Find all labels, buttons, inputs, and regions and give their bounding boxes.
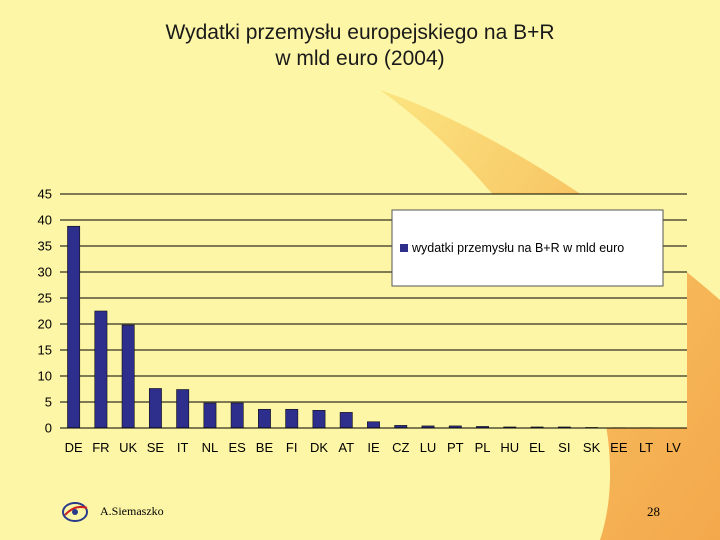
bar-fr bbox=[94, 310, 108, 429]
bar-dk bbox=[312, 410, 326, 429]
legend-label: wydatki przemysłu na B+R w mld euro bbox=[411, 241, 624, 255]
legend-box bbox=[391, 209, 664, 287]
x-tick-label: EL bbox=[529, 440, 545, 455]
x-tick-label: NL bbox=[202, 440, 219, 455]
x-tick-label: LT bbox=[639, 440, 653, 455]
legend: wydatki przemysłu na B+R w mld euro bbox=[391, 209, 664, 287]
title-line-1: Wydatki przemysłu europejskiego na B+R bbox=[165, 21, 555, 44]
y-tick-label: 0 bbox=[45, 421, 52, 436]
x-tick-label: AT bbox=[338, 440, 354, 455]
y-tick-label: 20 bbox=[38, 317, 52, 332]
y-tick-label: 45 bbox=[38, 187, 52, 202]
bar-de bbox=[67, 225, 81, 429]
x-tick-label: PL bbox=[475, 440, 491, 455]
bar-it bbox=[176, 389, 190, 429]
bar-se bbox=[148, 388, 162, 429]
y-tick-label: 35 bbox=[38, 239, 52, 254]
y-axis-ticks: 0 5 10 15 20 25 30 35 40 45 bbox=[38, 187, 52, 436]
x-tick-label: FR bbox=[92, 440, 109, 455]
bar-nl bbox=[203, 402, 217, 429]
x-tick-label: CZ bbox=[392, 440, 409, 455]
x-tick-label: IE bbox=[367, 440, 380, 455]
legend-swatch bbox=[400, 244, 408, 252]
footer-author: A.Siemaszko bbox=[100, 504, 164, 518]
x-tick-label: SE bbox=[147, 440, 165, 455]
bar-es bbox=[230, 402, 244, 429]
y-tick-label: 15 bbox=[38, 343, 52, 358]
x-tick-label: EE bbox=[610, 440, 628, 455]
x-tick-label: ES bbox=[229, 440, 247, 455]
x-tick-label: FI bbox=[286, 440, 298, 455]
x-tick-label: HU bbox=[500, 440, 519, 455]
x-tick-label: BE bbox=[256, 440, 274, 455]
x-tick-label: DE bbox=[65, 440, 83, 455]
x-axis-ticks: DE FR UK SE IT NL ES BE FI DK AT IE CZ LU PT PL HU EL SI SK… bbox=[65, 440, 682, 455]
page-number: 28 bbox=[647, 504, 660, 519]
logo-icon bbox=[62, 502, 88, 522]
x-tick-label: UK bbox=[119, 440, 137, 455]
y-tick-label: 30 bbox=[38, 265, 52, 280]
bar-uk bbox=[121, 324, 135, 429]
title-line-2: w mld euro (2004) bbox=[275, 47, 445, 70]
slide-title: Wydatki przemysłu europejskiego na B+R w… bbox=[0, 20, 720, 72]
bar-at bbox=[339, 412, 353, 429]
x-tick-label: LU bbox=[420, 440, 437, 455]
x-tick-label: LV bbox=[666, 440, 681, 455]
y-tick-label: 25 bbox=[38, 291, 52, 306]
x-tick-label: IT bbox=[177, 440, 189, 455]
x-tick-label: PT bbox=[447, 440, 464, 455]
y-tick-label: 10 bbox=[38, 369, 52, 384]
x-tick-label: SI bbox=[558, 440, 570, 455]
y-tick-label: 5 bbox=[45, 395, 52, 410]
x-tick-label: SK bbox=[583, 440, 601, 455]
y-tick-label: 40 bbox=[38, 213, 52, 228]
bars bbox=[67, 225, 680, 429]
bar-fi bbox=[285, 408, 299, 429]
bar-ie bbox=[367, 421, 380, 429]
x-tick-label: DK bbox=[310, 440, 328, 455]
bar-be bbox=[258, 408, 271, 429]
